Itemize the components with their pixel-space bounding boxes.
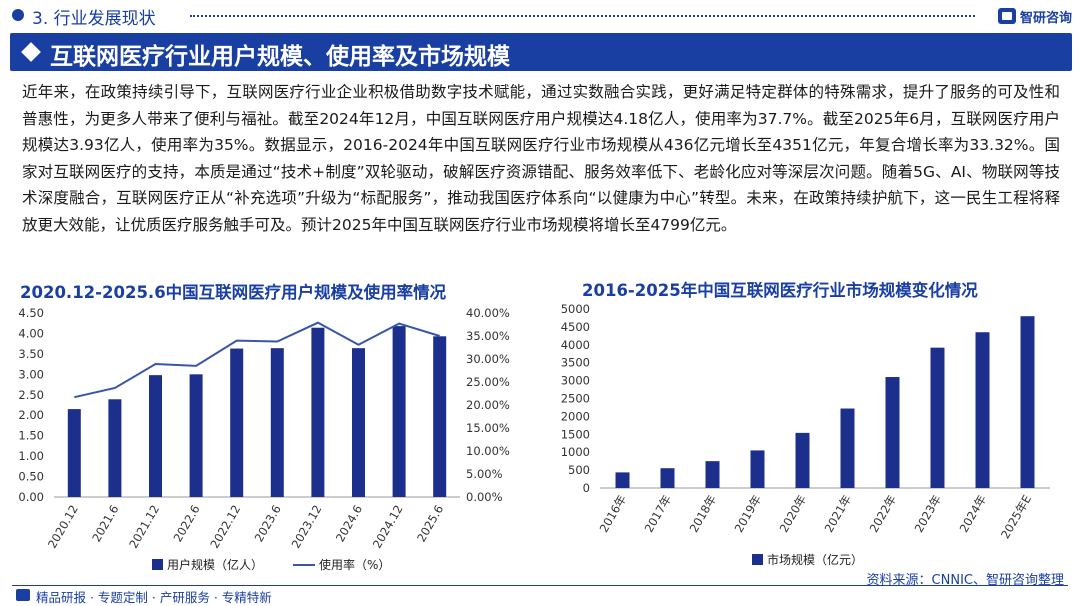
left-y2-tick-label: 35.00% [466,329,510,343]
brand-name: 智研咨询 [1019,10,1072,26]
legend-bar-swatch [152,559,163,570]
left-y-tick-label: 0.50 [18,470,44,484]
right-bar [705,461,720,488]
right-bar [615,472,630,488]
left-y-tick-label: 1.00 [18,449,44,463]
right-y-tick-label: 3500 [561,356,590,370]
right-bar [885,377,900,488]
right-bar [750,450,765,488]
left-y2-tick-label: 20.00% [466,398,510,412]
left-rate-line [74,321,440,399]
left-y-tick-label: 3.50 [18,347,44,361]
right-bar [795,432,810,488]
right-x-tick-label: 2023年 [912,493,945,535]
legend-label-users: 用户规模（亿人） [167,558,264,572]
left-x-tick-label: 2022.6 [170,503,202,545]
left-x-tick-label: 2025.6 [414,503,446,545]
right-x-tick-label: 2025年E [998,493,1034,542]
left-bar [230,348,244,497]
left-x-tick-label: 2022.12 [207,503,243,551]
right-y-tick-label: 4500 [561,320,590,334]
legend-bar-swatch [752,554,763,565]
left-y2-tick-label: 0.00% [466,490,503,504]
left-y-tick-label: 1.50 [18,429,44,443]
right-bar [660,468,675,488]
legend-label-rate: 使用率（%） [319,558,391,572]
left-x-tick-label: 2023.12 [289,503,325,551]
left-bar [270,348,284,497]
title-bar: 互联网医疗行业用户规模、使用率及市场规模 [10,33,1072,71]
right-y-tick-label: 1000 [561,445,590,459]
right-x-tick-label: 2020年 [777,493,810,535]
right-bar [930,347,945,488]
legend-item-rate: 使用率（%） [293,556,390,573]
left-y2-tick-label: 15.00% [466,421,510,435]
left-bar [311,327,325,497]
right-x-tick-label: 2016年 [597,493,630,535]
source-note: 资料来源：CNNIC、智研咨询整理 [866,573,1064,588]
right-x-tick-label: 2021年 [822,493,855,535]
right-y-tick-label: 4000 [561,338,590,352]
left-x-tick-label: 2020.12 [45,503,81,551]
left-y-tick-label: 3.00 [18,367,44,381]
top-divider [190,15,975,17]
right-bar [840,408,855,488]
footer-divider [12,585,1068,586]
right-x-tick-label: 2018年 [687,493,720,535]
left-y2-tick-label: 40.00% [466,306,510,320]
right-y-tick-label: 2000 [561,409,590,423]
left-x-tick-label: 2024.6 [333,503,365,545]
right-x-tick-label: 2017年 [642,493,675,535]
left-bar [108,399,122,497]
left-x-tick-label: 2021.6 [89,503,121,545]
intro-paragraph: 近年来，在政策持续引导下，互联网医疗行业企业积极借助数字技术赋能，通过实数融合实… [22,83,1060,234]
left-bar [433,336,447,497]
footer-tagline: 精品研报 · 专题定制 · 产研服务 · 专精特新 [36,590,272,605]
left-x-tick-label: 2021.12 [126,503,162,551]
left-chart-legend: 用户规模（亿人） 使用率（%） [152,556,420,573]
legend-item-users: 用户规模（亿人） [152,556,263,573]
left-y2-tick-label: 30.00% [466,352,510,366]
page-title: 互联网医疗行业用户规模、使用率及市场规模 [50,44,510,70]
right-chart-title: 2016-2025年中国互联网医疗行业市场规模变化情况 [582,281,978,300]
left-x-tick-label: 2024.12 [370,503,406,551]
left-y-tick-label: 4.50 [18,306,44,320]
section-dot-icon [12,9,24,21]
left-bar [149,375,162,497]
right-y-tick-label: 1500 [561,427,590,441]
left-y-tick-label: 4.00 [18,326,44,340]
right-y-tick-label: 0 [583,481,590,495]
right-x-tick-label: 2024年 [957,493,990,535]
top-bar: 3. 行业发展现状 智研咨询 [0,0,1080,30]
right-y-tick-label: 3000 [561,374,590,388]
left-x-tick-label: 2023.6 [252,503,284,545]
left-y-tick-label: 2.00 [18,408,44,422]
legend-line-swatch [293,563,316,566]
right-x-tick-label: 2019年 [732,493,765,535]
brand-logo-icon [997,8,1016,24]
brand-logo: 智研咨询 [997,6,1072,26]
right-x-tick-label: 2022年 [867,493,900,535]
left-y2-tick-label: 5.00% [466,467,503,481]
legend-label-market: 市场规模（亿元） [767,553,864,567]
left-y2-tick-label: 10.00% [466,444,510,458]
left-bar [352,348,365,497]
left-y-tick-label: 0.00 [18,490,44,504]
right-bar [1020,316,1035,488]
right-y-tick-label: 500 [568,463,590,477]
left-bar [189,374,203,497]
left-bar [67,409,81,497]
right-y-tick-label: 5000 [561,302,590,316]
left-chart-title: 2020.12-2025.6中国互联网医疗用户规模及使用率情况 [20,283,447,302]
right-y-tick-label: 2500 [561,392,590,406]
left-bar [392,326,406,497]
legend-item-market: 市场规模（亿元） [752,551,863,568]
right-chart-legend: 市场规模（亿元） [752,551,893,568]
left-y2-tick-label: 25.00% [466,375,510,389]
right-bar [975,332,990,488]
footer-brand-icon [16,589,30,601]
section-title: 3. 行业发展现状 [32,9,156,29]
left-y-tick-label: 2.50 [18,388,44,402]
